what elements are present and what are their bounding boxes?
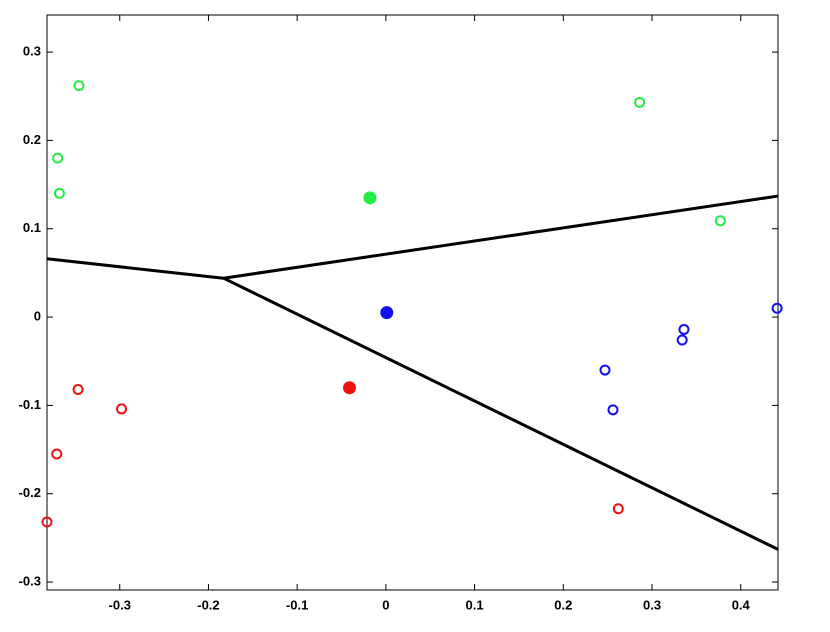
y-tick-label: 0.3 [23, 44, 41, 59]
y-tick-label: -0.2 [19, 485, 41, 500]
centroid-point [380, 306, 394, 320]
plot-frame [46, 14, 779, 591]
data-point [634, 96, 646, 108]
y-tick-label: -0.1 [19, 397, 41, 412]
data-point [599, 364, 611, 376]
data-point [676, 334, 688, 346]
y-tick-label: 0 [34, 309, 41, 324]
x-tick-label: 0.2 [554, 597, 572, 612]
x-tick-label: 0.1 [466, 597, 484, 612]
x-tick-label: 0.3 [643, 597, 661, 612]
boundary-line [223, 194, 779, 280]
data-point [73, 80, 85, 92]
data-point [714, 215, 726, 227]
y-tick-label: 0.2 [23, 132, 41, 147]
data-point [116, 403, 128, 415]
data-point [612, 503, 624, 515]
data-point [678, 323, 690, 335]
x-tick-label: -0.1 [286, 597, 308, 612]
boundary-line [222, 276, 779, 551]
data-point [51, 448, 63, 460]
x-tick-label: -0.2 [197, 597, 219, 612]
boundary-line [46, 257, 224, 280]
x-tick-label: 0 [382, 597, 389, 612]
data-point [607, 404, 619, 416]
data-point [72, 384, 84, 396]
centroid-point [343, 381, 357, 395]
y-tick-label: 0.1 [23, 220, 41, 235]
data-point [53, 187, 65, 199]
data-point [771, 302, 783, 314]
x-tick-label: -0.3 [109, 597, 131, 612]
x-tick-label: 0.4 [732, 597, 751, 612]
centroid-point [363, 191, 377, 205]
y-tick-label: -0.3 [19, 573, 41, 588]
data-point [41, 516, 53, 528]
data-point [52, 152, 64, 164]
